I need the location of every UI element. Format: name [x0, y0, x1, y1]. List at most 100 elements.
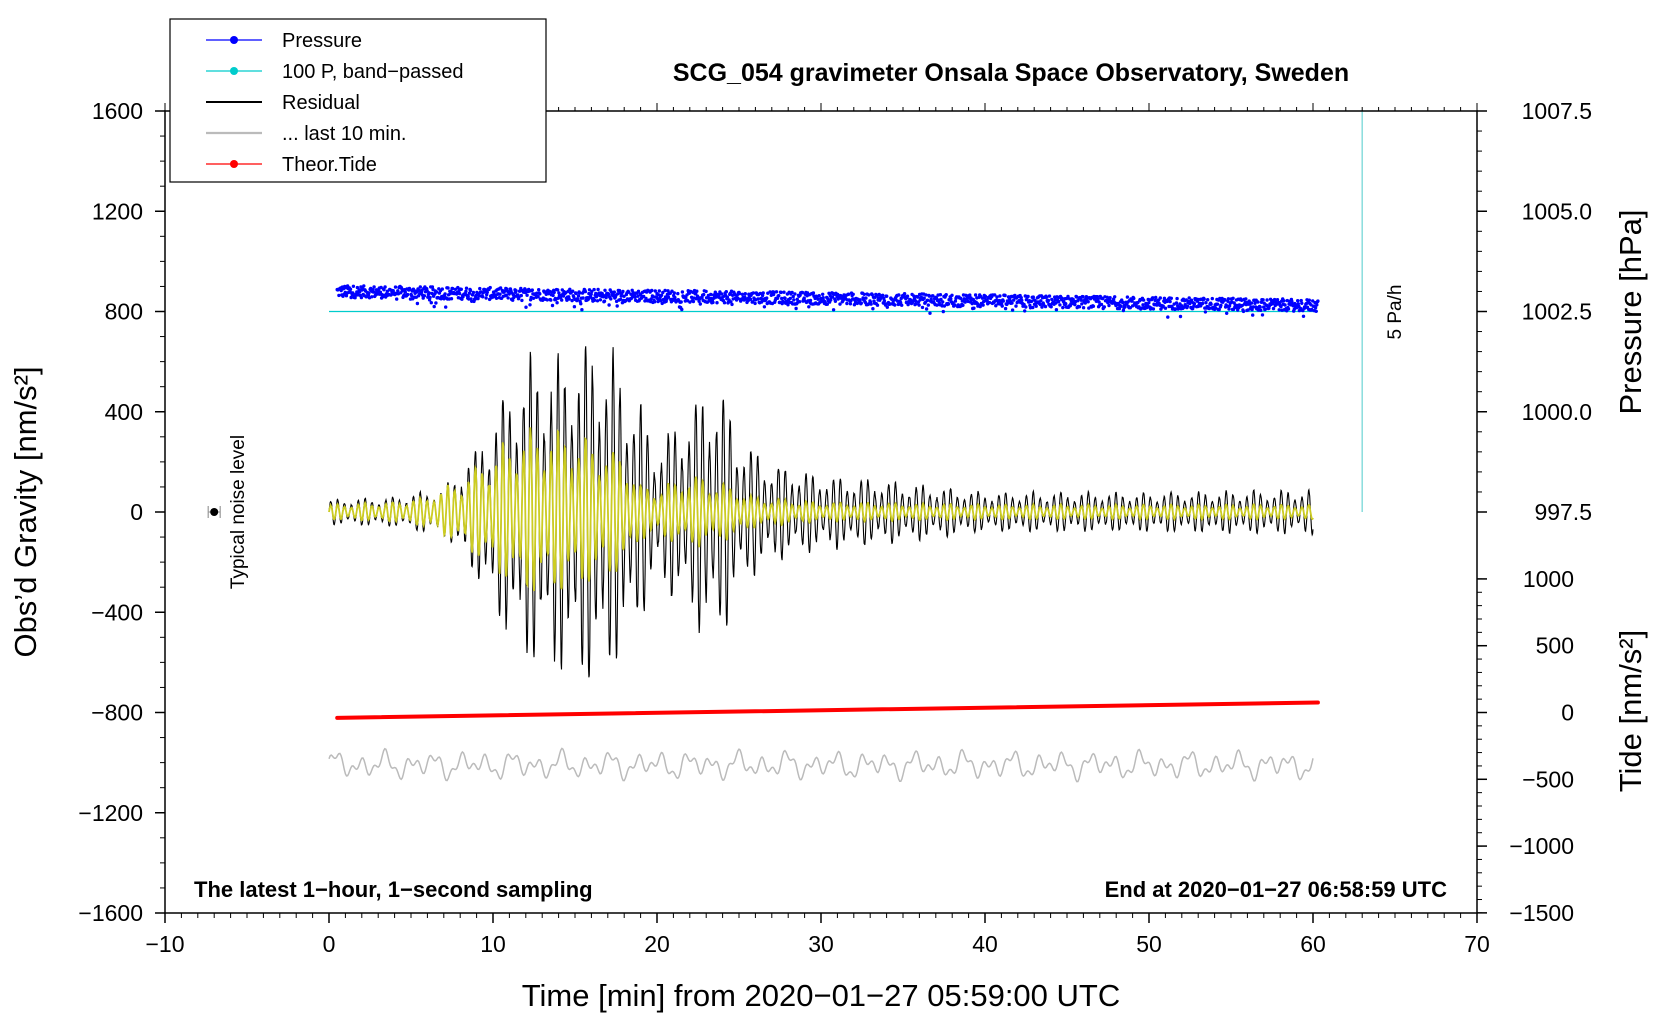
pressure-point: [602, 299, 607, 303]
pressure-point: [830, 295, 835, 299]
pressure-point: [1081, 306, 1086, 310]
pressure-tick-label: 1005.0: [1522, 198, 1592, 224]
pressure-point: [415, 301, 420, 306]
pressure-point: [893, 303, 897, 307]
noise-point: [210, 508, 219, 516]
pressure-point: [530, 288, 534, 292]
pressure-point: [942, 304, 947, 308]
pressure-point: [440, 287, 444, 291]
pressure-point: [825, 302, 829, 306]
pressure-point: [725, 295, 730, 299]
pressure-point: [459, 287, 463, 291]
noise-level-note: Typical noise level: [228, 435, 249, 589]
pressure-point: [502, 289, 507, 293]
pressure-point: [428, 295, 432, 300]
pressure-point: [552, 290, 556, 295]
pressure-point: [792, 298, 796, 302]
pressure-point: [1315, 303, 1319, 307]
pressure-point: [498, 286, 503, 290]
pressure-point: [1296, 299, 1300, 303]
pressure-point: [676, 291, 680, 296]
legend-label: Theor.Tide: [282, 154, 377, 176]
pressure-point: [1121, 300, 1125, 305]
pressure-point: [1219, 303, 1223, 307]
pressure-point: [621, 289, 625, 294]
legend-label: Residual: [282, 92, 360, 114]
pressure-point: [523, 287, 527, 291]
pressure-point: [981, 303, 985, 307]
pressure-point: [722, 301, 727, 305]
pressure-point: [869, 302, 873, 306]
sampling-note: The latest 1−hour, 1−second sampling: [194, 877, 593, 902]
pressure-point: [1060, 296, 1064, 301]
pressure-point: [928, 311, 932, 315]
pressure-point: [570, 298, 574, 303]
pressure-point: [1043, 304, 1048, 309]
pressure-point: [926, 303, 930, 307]
pressure-point: [612, 290, 616, 294]
pressure-point: [1080, 302, 1084, 306]
pressure-point: [864, 296, 868, 300]
pressure-point: [1192, 302, 1197, 306]
pressure-point: [748, 297, 753, 301]
pressure-point: [649, 297, 653, 301]
pressure-point: [576, 297, 580, 302]
legend-label: ... last 10 min.: [282, 123, 407, 145]
pressure-point: [567, 297, 571, 301]
pressure-point: [730, 302, 734, 307]
pressure-point: [912, 294, 916, 298]
pressure-point: [1079, 298, 1084, 302]
pressure-point: [1125, 295, 1130, 299]
legend-items: Pressure 100 P, band−passed Residual ... la…: [206, 30, 463, 176]
pressure-point: [538, 292, 542, 296]
pressure-point: [704, 289, 708, 294]
pressure-point: [1226, 297, 1231, 301]
pressure-point: [481, 295, 485, 299]
pressure-point: [576, 294, 581, 298]
pressure-point: [1049, 305, 1053, 309]
pressure-point: [396, 289, 400, 293]
axes-layer: −10 0 10 20 30 40 50 60 70 1600 1200 800 400 0 −400 −80…: [78, 98, 1592, 957]
pressure-point: [758, 291, 762, 296]
pressure-point: [691, 299, 696, 304]
pressure-point: [913, 299, 918, 303]
pressure-point: [680, 290, 685, 294]
pressure-point: [1003, 306, 1008, 311]
tide-tick-label: 1000: [1523, 566, 1574, 592]
pressure-point: [650, 288, 654, 293]
pressure-point: [1039, 299, 1043, 303]
pressure-point: [1316, 299, 1320, 303]
pressure-point: [1214, 306, 1218, 310]
pressure-point: [598, 298, 603, 302]
pressure-point: [858, 298, 862, 302]
pressure-point: [679, 300, 683, 304]
pressure-point: [395, 297, 399, 301]
pressure-point: [756, 297, 760, 301]
x-tick-label: 60: [1300, 931, 1326, 957]
pressure-point: [1209, 302, 1213, 306]
pressure-point: [795, 297, 799, 301]
pressure-point: [618, 297, 623, 302]
pressure-point: [935, 303, 939, 307]
pressure-point: [349, 295, 353, 300]
pressure-point: [1283, 303, 1287, 307]
pressure-point: [916, 295, 920, 299]
pressure-point: [817, 294, 821, 298]
pressure-point: [897, 293, 901, 297]
pressure-point: [524, 305, 528, 309]
pressure-point: [900, 303, 904, 307]
pressure-point: [581, 296, 585, 300]
pressure-point: [779, 290, 783, 295]
pressure-point: [362, 284, 366, 288]
pressure-point: [852, 303, 857, 307]
pressure-point: [537, 288, 541, 292]
pressure-point: [1128, 306, 1133, 310]
pressure-point: [941, 300, 945, 304]
pressure-point: [485, 290, 489, 294]
pressure-point: [1038, 302, 1043, 307]
pressure-point: [615, 304, 619, 308]
pressure-point: [1174, 301, 1179, 305]
pressure-point: [968, 293, 972, 297]
series-last10min-line: [328, 747, 1314, 783]
pressure-point: [1166, 315, 1170, 319]
